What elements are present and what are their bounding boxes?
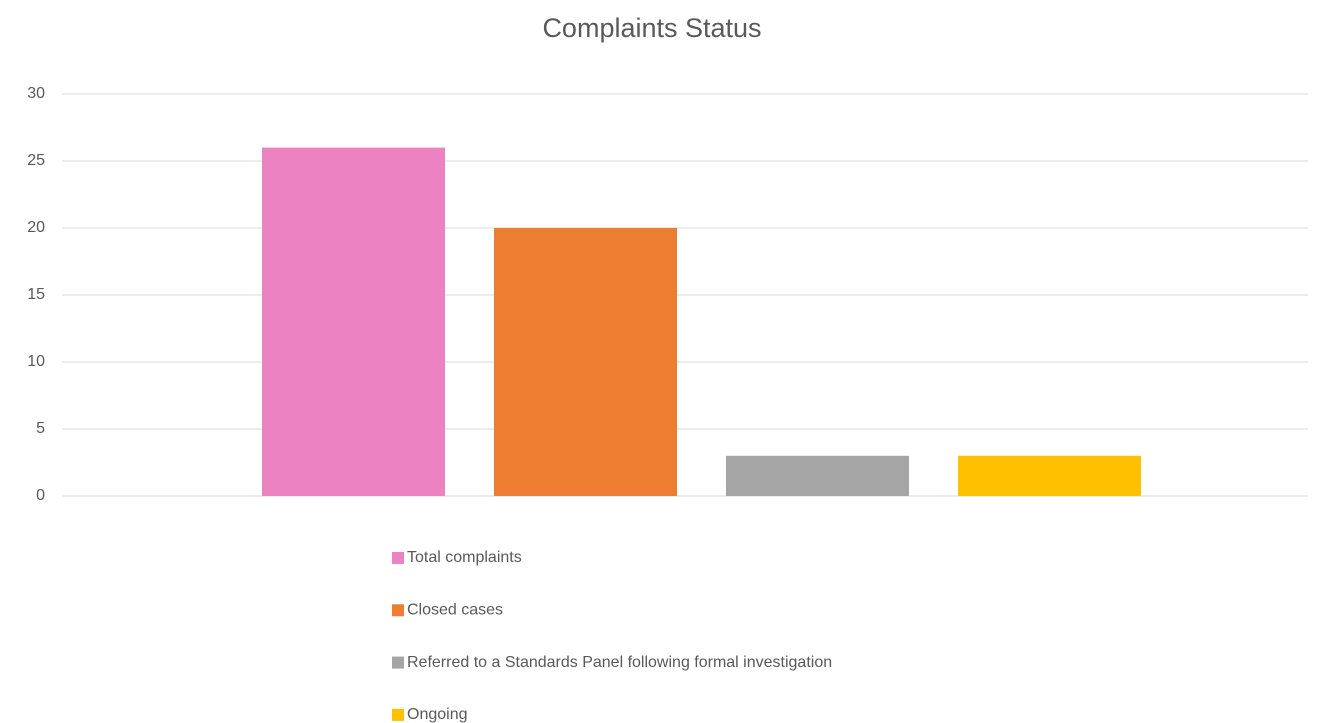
legend-label: Total complaints <box>407 549 522 566</box>
y-tick-label: 0 <box>36 487 45 504</box>
bar <box>262 147 445 496</box>
y-tick-label: 5 <box>36 420 45 437</box>
legend-label: Ongoing <box>407 706 468 723</box>
legend-swatch <box>392 552 404 564</box>
y-tick-label: 30 <box>27 85 45 102</box>
y-tick-label: 10 <box>27 353 45 370</box>
bar <box>494 228 677 496</box>
chart-title: Complaints Status <box>542 13 761 43</box>
y-tick-label: 20 <box>27 219 45 236</box>
legend-swatch <box>392 708 404 721</box>
y-tick-label: 15 <box>27 286 45 303</box>
bar <box>958 455 1141 496</box>
legend-swatch <box>392 656 404 669</box>
y-tick-label: 25 <box>27 152 45 169</box>
legend-label: Referred to a Standards Panel following … <box>407 654 832 671</box>
bar <box>726 455 909 496</box>
legend-swatch <box>392 604 404 617</box>
legend-label: Closed cases <box>407 602 503 619</box>
